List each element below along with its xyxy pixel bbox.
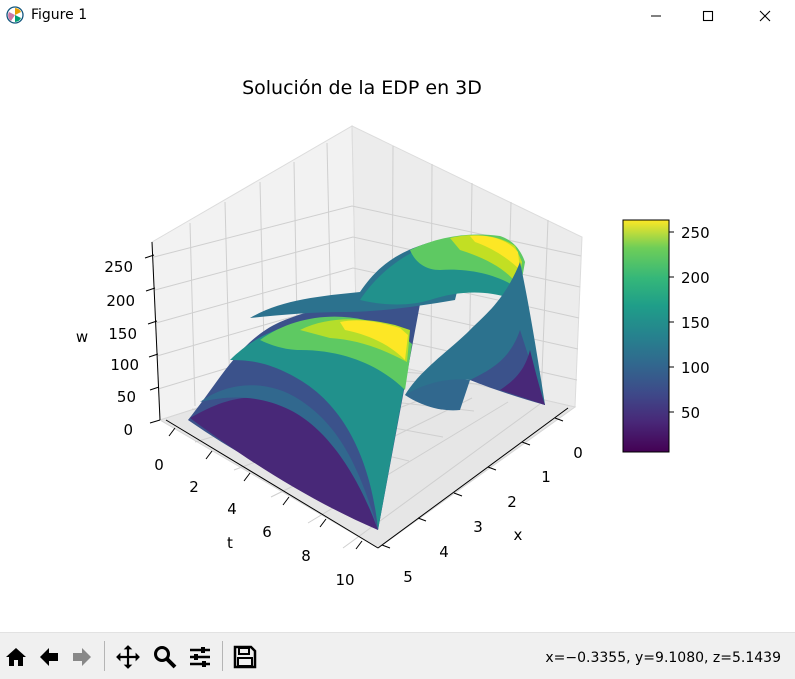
- cursor-coordinates: x=−0.3355, y=9.1080, z=5.1439: [545, 650, 781, 666]
- w-axis-label: w: [76, 328, 88, 346]
- colorbar-tick-label: 250: [681, 224, 710, 242]
- w-tick-label: 0: [123, 421, 133, 439]
- toolbar-separator: [104, 641, 105, 671]
- t-axis-label: t: [227, 534, 233, 552]
- t-tick-label: 10: [335, 571, 354, 589]
- home-icon: [6, 648, 26, 666]
- maximize-button[interactable]: [682, 0, 734, 32]
- t-tick-label: 4: [227, 500, 237, 518]
- surface-plot: [188, 234, 545, 530]
- tick-marks: [144, 254, 564, 550]
- navigation-toolbar: x=−0.3355, y=9.1080, z=5.1439: [0, 632, 795, 679]
- zoom-icon: [154, 646, 177, 669]
- t-tick-label: 0: [154, 456, 164, 474]
- forward-button[interactable]: [68, 643, 96, 671]
- t-tick-label: 8: [301, 547, 311, 565]
- save-icon: [233, 645, 257, 669]
- w-tick-label: 100: [110, 356, 139, 374]
- t-tick-label: 6: [262, 523, 272, 541]
- x-tick-label: 3: [473, 518, 483, 536]
- zoom-button[interactable]: [151, 643, 179, 671]
- w-tick-label: 200: [106, 292, 135, 310]
- chart-title: Solución de la EDP en 3D: [242, 77, 482, 99]
- close-button[interactable]: [739, 0, 791, 32]
- toolbar-separator: [222, 641, 223, 671]
- maximize-icon: [702, 10, 714, 22]
- colorbar-tick-label: 200: [681, 269, 710, 287]
- configure-subplots-button[interactable]: [186, 643, 214, 671]
- figure-canvas[interactable]: Solución de la EDP en 3D: [0, 32, 795, 632]
- minimize-button[interactable]: [630, 0, 682, 32]
- close-icon: [759, 10, 771, 22]
- pan-button[interactable]: [114, 643, 142, 671]
- x-tick-label: 0: [573, 444, 583, 462]
- home-button[interactable]: [2, 643, 30, 671]
- colorbar: [622, 219, 670, 453]
- w-tick-label: 50: [117, 388, 136, 406]
- x-tick-label: 1: [541, 468, 551, 486]
- window-titlebar: Figure 1: [0, 0, 795, 32]
- t-tick-label: 2: [189, 478, 199, 496]
- configure-subplots-icon: [190, 647, 210, 667]
- window-title: Figure 1: [31, 7, 88, 23]
- back-button[interactable]: [35, 643, 63, 671]
- colorbar-tick-label: 100: [681, 359, 710, 377]
- matplotlib-logo-icon: [6, 6, 24, 24]
- x-tick-label: 4: [439, 543, 449, 561]
- forward-arrow-icon: [73, 648, 91, 666]
- colorbar-tick-label: 50: [681, 404, 700, 422]
- x-tick-label: 5: [403, 568, 413, 586]
- back-arrow-icon: [40, 648, 58, 666]
- colorbar-ticks: [669, 231, 674, 413]
- w-tick-label: 250: [104, 258, 133, 276]
- x-axis-label: x: [514, 526, 523, 544]
- colorbar-tick-label: 150: [681, 314, 710, 332]
- x-tick-label: 2: [507, 493, 517, 511]
- minimize-icon: [651, 15, 661, 17]
- w-tick-label: 150: [108, 325, 137, 343]
- save-button[interactable]: [231, 643, 259, 671]
- axis-lines: [151, 241, 569, 549]
- pan-icon: [116, 645, 140, 669]
